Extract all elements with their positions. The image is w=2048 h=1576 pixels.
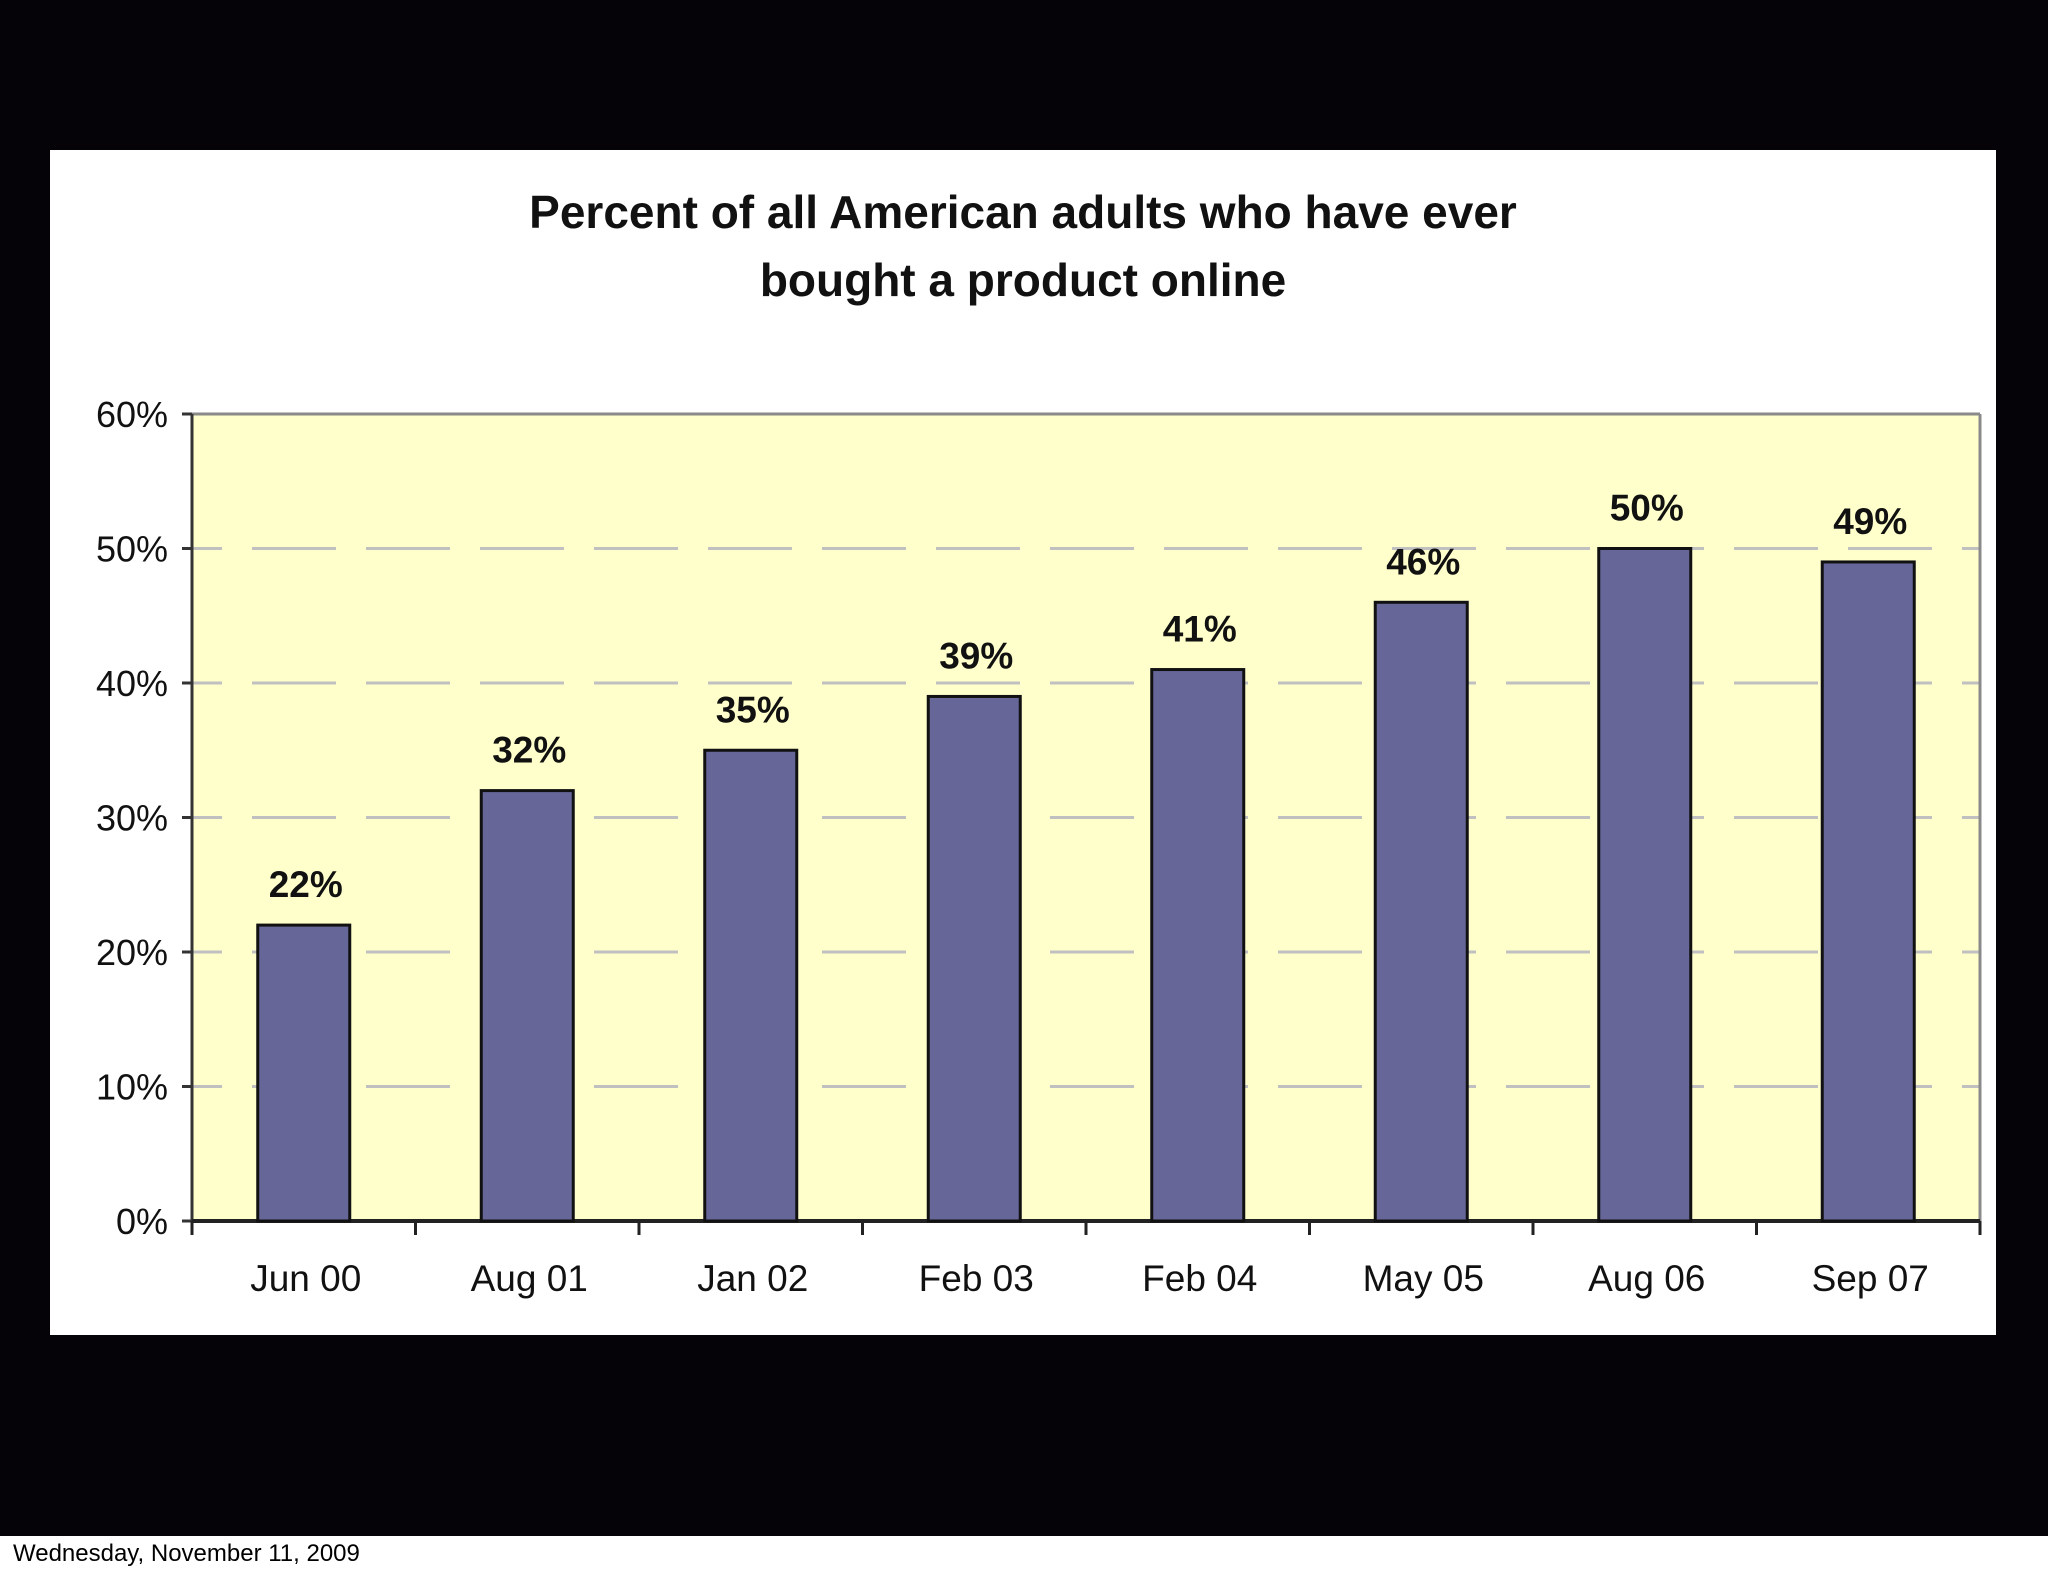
bar-data-label: 46% bbox=[1386, 541, 1460, 582]
bar bbox=[1373, 600, 1469, 1223]
chart-title: Percent of all American adults who have … bbox=[50, 178, 1996, 314]
x-category-label: Feb 03 bbox=[919, 1258, 1034, 1299]
y-tick-label: 10% bbox=[96, 1067, 168, 1108]
y-tick-label: 20% bbox=[96, 932, 168, 973]
slide-background: Percent of all American adults who have … bbox=[0, 0, 2048, 1536]
x-category-label: Jun 00 bbox=[250, 1258, 361, 1299]
bar-data-label: 50% bbox=[1610, 488, 1684, 529]
chart-title-line-1: Percent of all American adults who have … bbox=[529, 186, 1517, 238]
y-tick-label: 60% bbox=[96, 394, 168, 435]
footer-date: Wednesday, November 11, 2009 bbox=[13, 1540, 360, 1567]
chart-title-line-2: bought a product online bbox=[759, 254, 1287, 306]
bar-data-label: 39% bbox=[939, 635, 1013, 676]
bar bbox=[926, 694, 1022, 1223]
bar-data-label: 22% bbox=[269, 864, 343, 905]
x-category-label: May 05 bbox=[1363, 1258, 1484, 1299]
bar-data-label: 32% bbox=[492, 730, 566, 771]
x-category-label: Sep 07 bbox=[1812, 1258, 1929, 1299]
x-category-label: Aug 01 bbox=[471, 1258, 588, 1299]
bar bbox=[256, 923, 352, 1223]
bar bbox=[1597, 547, 1693, 1223]
bar-data-label: 35% bbox=[716, 689, 790, 730]
x-category-label: Aug 06 bbox=[1588, 1258, 1705, 1299]
bar-chart: 0% 10% 20% 30% 40% 50% 60% 22% Jun 00 32% Aug 01 35… bbox=[96, 394, 1982, 1299]
bar bbox=[479, 789, 575, 1223]
bar-data-label: 49% bbox=[1833, 501, 1907, 542]
y-tick-label: 30% bbox=[96, 798, 168, 839]
chart-panel: Percent of all American adults who have … bbox=[50, 150, 1996, 1335]
y-tick-label: 40% bbox=[96, 663, 168, 704]
y-tick-label: 50% bbox=[96, 529, 168, 570]
bar bbox=[1820, 560, 1916, 1223]
y-tick-label: 0% bbox=[116, 1201, 168, 1242]
bar bbox=[703, 748, 799, 1223]
bar-data-label: 41% bbox=[1163, 609, 1237, 650]
bar bbox=[1150, 668, 1246, 1223]
x-category-label: Feb 04 bbox=[1142, 1258, 1257, 1299]
x-category-label: Jan 02 bbox=[697, 1258, 808, 1299]
